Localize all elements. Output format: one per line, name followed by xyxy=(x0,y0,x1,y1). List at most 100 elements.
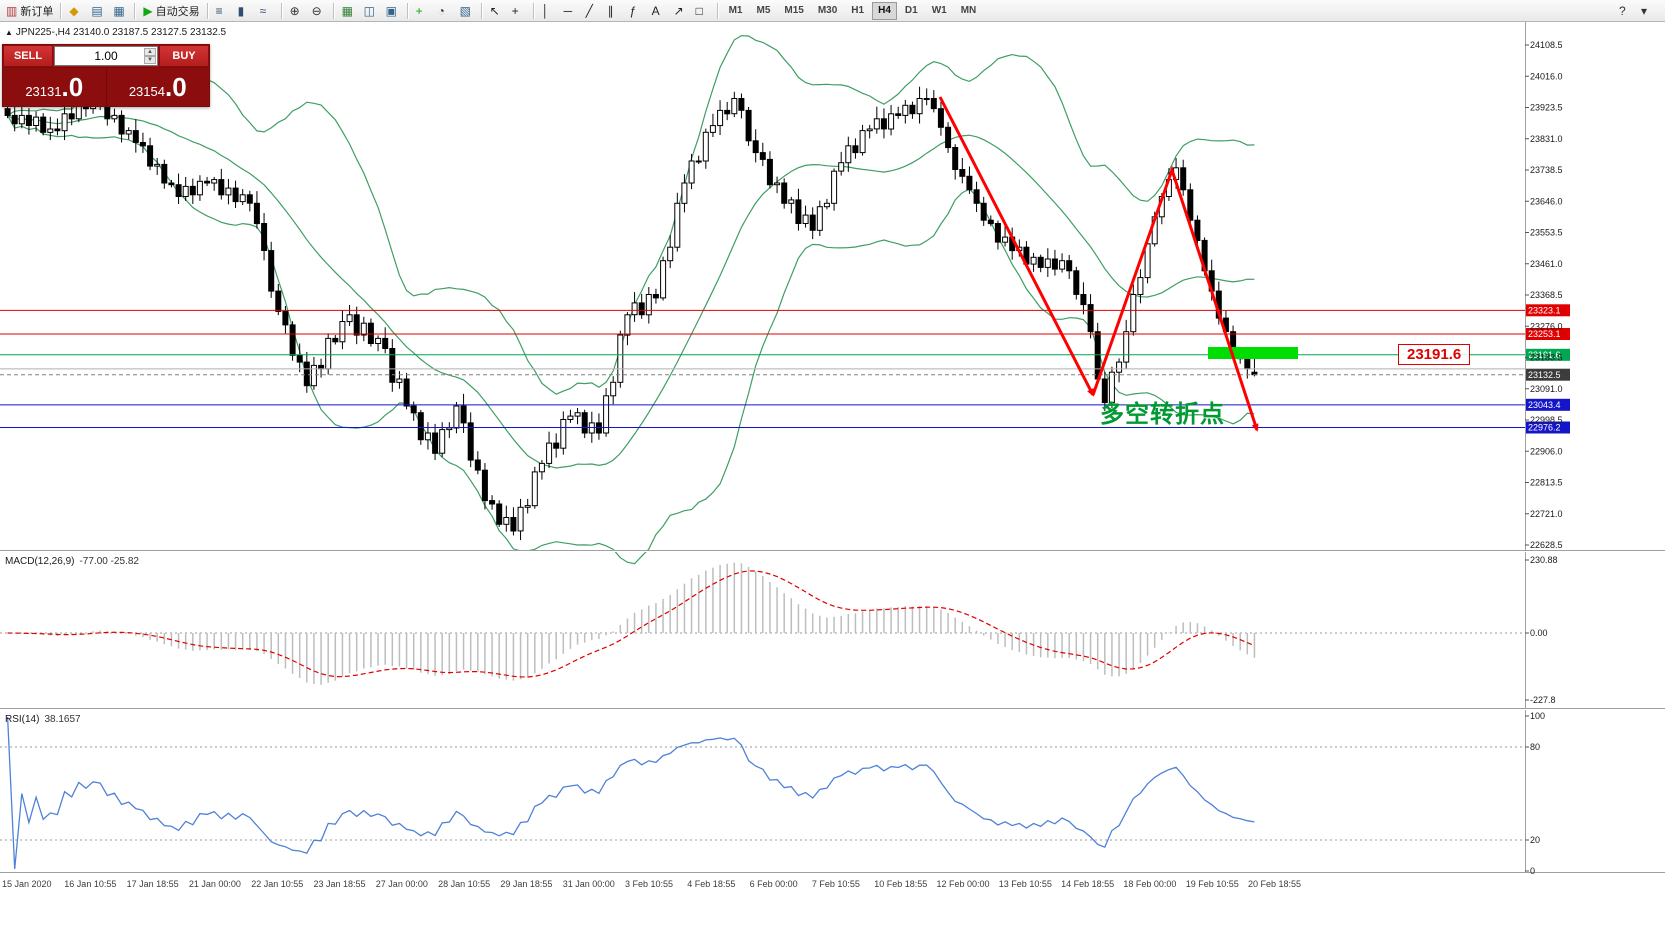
svg-text:3 Feb 10:55: 3 Feb 10:55 xyxy=(625,879,673,889)
new-chart-button[interactable]: ▦ xyxy=(339,1,359,20)
svg-text:31 Jan 00:00: 31 Jan 00:00 xyxy=(563,879,615,889)
toolbar-group: ▦ ◫ ▣ xyxy=(338,0,404,22)
horizontal-line-button[interactable]: ─ xyxy=(561,1,581,20)
arrows-icon: ↗ xyxy=(673,3,684,18)
bar-chart-icon: ≡ xyxy=(215,3,223,18)
drawn-annotations[interactable] xyxy=(938,96,1298,432)
price-callout-label[interactable]: 23191.6 xyxy=(1398,344,1471,365)
periods-button[interactable]: ◔ xyxy=(435,1,455,20)
new-order-button-label: 新订单 xyxy=(20,5,54,18)
svg-text:21 Jan 00:00: 21 Jan 00:00 xyxy=(189,879,241,889)
svg-text:29 Jan 18:55: 29 Jan 18:55 xyxy=(500,879,552,889)
symbol-marker-icon: ▲ xyxy=(5,28,13,37)
timeframe-h1[interactable]: H1 xyxy=(845,2,870,20)
trendline-button[interactable]: ╱ xyxy=(583,1,603,20)
fibonacci-button[interactable]: ƒ xyxy=(627,1,647,20)
zoom-out-button[interactable]: ⊖ xyxy=(309,1,329,20)
volume-down-icon[interactable]: ▼ xyxy=(144,56,156,64)
svg-text:19 Feb 10:55: 19 Feb 10:55 xyxy=(1186,879,1239,889)
arrows-button[interactable]: ↗ xyxy=(671,1,691,20)
timeframe-m5[interactable]: M5 xyxy=(750,2,776,20)
sell-button[interactable]: SELL xyxy=(3,45,53,67)
zoom-in-button[interactable]: ⊕ xyxy=(287,1,307,20)
profiles-button[interactable]: ◆ xyxy=(66,1,86,20)
volume-stepper[interactable]: 1.00 ▲ ▼ xyxy=(54,46,158,66)
tile-windows-button[interactable]: ◫ xyxy=(361,1,381,20)
cursor-button[interactable]: ↖ xyxy=(487,1,507,20)
templates-button[interactable]: ▧ xyxy=(457,1,477,20)
toolbar-group: + ◔ ▧ xyxy=(412,0,478,22)
trend-arrow[interactable] xyxy=(938,96,1095,397)
svg-text:7 Feb 10:55: 7 Feb 10:55 xyxy=(812,879,860,889)
turning-point-annotation[interactable]: 多空转折点 xyxy=(1100,401,1225,428)
macd-name: MACD(12,26,9) xyxy=(5,556,75,567)
svg-text:23646.0: 23646.0 xyxy=(1530,196,1563,206)
one-click-trading-panel: SELL 1.00 ▲ ▼ BUY 23131.0 23154.0 xyxy=(2,44,210,107)
timeframe-mn[interactable]: MN xyxy=(955,2,983,20)
svg-text:12 Feb 00:00: 12 Feb 00:00 xyxy=(937,879,990,889)
svg-text:23831.0: 23831.0 xyxy=(1530,134,1563,144)
highlight-rectangle[interactable] xyxy=(1208,347,1298,359)
vertical-line-button[interactable]: │ xyxy=(539,1,559,20)
crosshair-button[interactable]: + xyxy=(509,1,529,20)
sell-price[interactable]: 23131.0 xyxy=(3,68,107,106)
macd-indicator-label: MACD(12,26,9) -77.00 -25.82 xyxy=(5,556,139,567)
timeframe-m30[interactable]: M30 xyxy=(812,2,843,20)
toolbar-group: ↖ + xyxy=(486,0,530,22)
toolbar-separator xyxy=(716,2,719,19)
channel-button[interactable]: ∥ xyxy=(605,1,625,20)
svg-text:23191.6: 23191.6 xyxy=(1528,350,1561,360)
svg-text:18 Feb 00:00: 18 Feb 00:00 xyxy=(1123,879,1176,889)
text-button[interactable]: A xyxy=(649,1,669,20)
timeframe-w1[interactable]: W1 xyxy=(926,2,953,20)
rsi-panel: 100 80 20 0 xyxy=(0,711,1545,876)
market-watch-button[interactable]: ▤ xyxy=(88,1,108,20)
svg-text:23553.5: 23553.5 xyxy=(1530,228,1563,238)
horizontal-lines[interactable]: 23323.1 23253.1 23191.6 23043.4 22976.2 23132… xyxy=(0,304,1570,434)
toolbar-separator xyxy=(480,2,483,19)
data-window-button[interactable]: ▦ xyxy=(110,1,130,20)
buy-price-big: .0 xyxy=(164,72,187,102)
svg-text:15 Jan 2020: 15 Jan 2020 xyxy=(2,879,52,889)
templates-icon: ▧ xyxy=(459,3,471,18)
toolbar-group: ▥ 新订单 xyxy=(2,0,57,22)
svg-text:6 Feb 00:00: 6 Feb 00:00 xyxy=(750,879,798,889)
timeframe-h4[interactable]: H4 xyxy=(872,1,897,20)
svg-text:16 Jan 10:55: 16 Jan 10:55 xyxy=(64,879,116,889)
data-window-icon: ▦ xyxy=(113,3,125,18)
autotrading-button[interactable]: ▶ 自动交易 xyxy=(140,1,202,20)
more-button[interactable]: ▾ xyxy=(1638,1,1658,20)
shapes-button[interactable]: □ xyxy=(693,1,713,20)
volume-value[interactable]: 1.00 xyxy=(94,49,118,63)
panel-separators[interactable] xyxy=(0,550,1665,874)
candle-chart-button[interactable]: ▮ xyxy=(235,1,255,20)
price-axis[interactable]: 24108.5 24016.0 23923.5 23831.0 23738.5 23646… xyxy=(1525,22,1563,873)
ohlc-info: ▲ JPN225-,H4 23140.0 23187.5 23127.5 2313… xyxy=(5,27,226,38)
toolbar-separator xyxy=(280,2,283,19)
time-axis[interactable]: 15 Jan 2020 16 Jan 10:55 17 Jan 18:55 21 Ja… xyxy=(2,879,1301,889)
timeframe-m1[interactable]: M1 xyxy=(723,2,749,20)
help-button[interactable]: ? xyxy=(1616,1,1636,20)
new-order-button[interactable]: ▥ 新订单 xyxy=(3,1,56,20)
svg-text:23461.0: 23461.0 xyxy=(1530,259,1563,269)
svg-text:80: 80 xyxy=(1530,742,1540,752)
svg-text:27 Jan 00:00: 27 Jan 00:00 xyxy=(376,879,428,889)
toolbar-separator xyxy=(532,2,535,19)
rsi-name: RSI(14) xyxy=(5,714,40,725)
timeframe-m15[interactable]: M15 xyxy=(778,2,809,20)
line-chart-button[interactable]: ≈ xyxy=(257,1,277,20)
volume-up-icon[interactable]: ▲ xyxy=(144,48,156,56)
buy-price[interactable]: 23154.0 xyxy=(106,68,209,106)
svg-text:20: 20 xyxy=(1530,835,1540,845)
trend-arrow[interactable] xyxy=(1091,165,1259,432)
svg-text:0: 0 xyxy=(1530,866,1535,876)
indicators-button[interactable]: + xyxy=(413,1,433,20)
bar-chart-button[interactable]: ≡ xyxy=(213,1,233,20)
cascade-windows-button[interactable]: ▣ xyxy=(383,1,403,20)
volume-spin-buttons[interactable]: ▲ ▼ xyxy=(144,47,156,65)
toolbar-group: │ ─ ╱ ∥ ƒ A ↗ □ xyxy=(538,0,714,22)
svg-text:0.00: 0.00 xyxy=(1530,628,1548,638)
timeframe-d1[interactable]: D1 xyxy=(899,2,924,20)
buy-button[interactable]: BUY xyxy=(159,45,209,67)
